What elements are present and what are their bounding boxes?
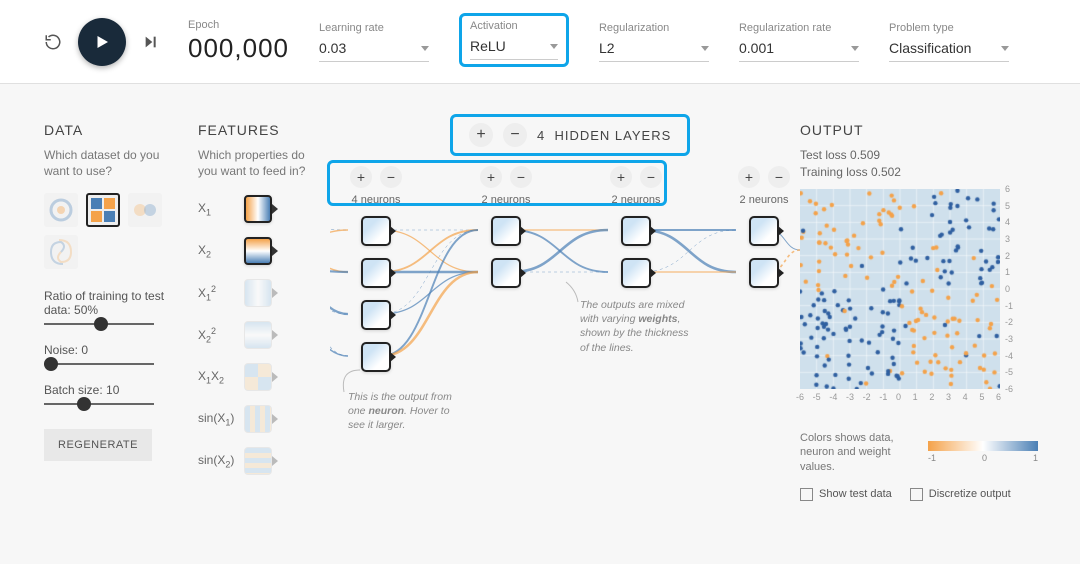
param-problem-type[interactable]: Problem type Classification: [889, 22, 1009, 62]
data-title: DATA: [44, 122, 184, 138]
slider-ratio[interactable]: Ratio of training to test data: 50%: [44, 289, 184, 325]
neuron[interactable]: [361, 300, 391, 330]
remove-neuron-button[interactable]: −: [640, 166, 662, 188]
param-activation[interactable]: Activation ReLU: [459, 13, 569, 67]
layer-col-0: +−4 neurons: [350, 166, 402, 384]
layer-col-3: +−2 neurons: [738, 166, 790, 300]
test-loss: Test loss 0.509: [800, 148, 1055, 162]
output-plot: -6-5-4-3-2-10123456 -6-5-4-3-2-10123456: [800, 189, 1020, 409]
dataset-xor[interactable]: [86, 193, 120, 227]
feature-x1[interactable]: X1: [198, 195, 316, 223]
feature-sinx2[interactable]: sin(X2): [198, 447, 316, 475]
topbar: Epoch 000,000 Learning rate 0.03 Activat…: [0, 0, 1080, 84]
legend-text: Colors shows data, neuron and weight val…: [800, 431, 910, 474]
epoch-label: Epoch: [188, 19, 289, 31]
chevron-down-icon: [701, 46, 709, 51]
layer-col-2: +−2 neurons: [610, 166, 662, 300]
param-reg-rate[interactable]: Regularization rate 0.001: [739, 22, 859, 62]
remove-neuron-button[interactable]: −: [768, 166, 790, 188]
feature-x2[interactable]: X2: [198, 237, 316, 265]
checkbox-row: Show test data Discretize output: [800, 488, 1055, 501]
remove-layer-button[interactable]: −: [503, 123, 527, 147]
color-gradient: -1 0 1: [928, 441, 1038, 463]
output-title: OUTPUT: [800, 122, 1055, 138]
epoch-display: Epoch 000,000: [188, 19, 289, 64]
checkbox-show-test[interactable]: Show test data: [800, 488, 892, 501]
neuron[interactable]: [361, 342, 391, 372]
neuron[interactable]: [749, 216, 779, 246]
data-subtitle: Which dataset do you want to use?: [44, 148, 184, 179]
neuron[interactable]: [621, 258, 651, 288]
dataset-spiral[interactable]: [44, 235, 78, 269]
neuron[interactable]: [621, 216, 651, 246]
chevron-down-icon: [1001, 46, 1009, 51]
add-neuron-button[interactable]: +: [610, 166, 632, 188]
annotation-weights: The outputs are mixed with varying weigh…: [580, 298, 690, 355]
param-regularization[interactable]: Regularization L2: [599, 22, 709, 62]
feature-x1x2[interactable]: X1X2: [198, 363, 316, 391]
panel-features: FEATURES Which properties do you want to…: [198, 122, 316, 489]
remove-neuron-button[interactable]: −: [510, 166, 532, 188]
neuron[interactable]: [491, 216, 521, 246]
checkbox-icon: [800, 488, 813, 501]
neuron[interactable]: [361, 258, 391, 288]
annotation-neuron: This is the output from one neuron. Hove…: [348, 390, 458, 433]
step-button[interactable]: [136, 27, 166, 57]
dataset-circle[interactable]: [44, 193, 78, 227]
regenerate-button[interactable]: REGENERATE: [44, 429, 152, 461]
add-neuron-button[interactable]: +: [350, 166, 372, 188]
add-neuron-button[interactable]: +: [738, 166, 760, 188]
slider-noise[interactable]: Noise: 0: [44, 343, 184, 365]
feature-sinx1[interactable]: sin(X1): [198, 405, 316, 433]
chevron-down-icon: [421, 46, 429, 51]
legend: Colors shows data, neuron and weight val…: [800, 431, 1055, 474]
checkbox-discretize[interactable]: Discretize output: [910, 488, 1011, 501]
feature-x2sq[interactable]: X22: [198, 321, 316, 349]
hidden-layers-control: + − 4 HIDDEN LAYERS: [450, 114, 690, 156]
dataset-grid: [44, 193, 184, 269]
neuron[interactable]: [361, 216, 391, 246]
dataset-gauss[interactable]: [128, 193, 162, 227]
hidden-layers-label: 4 HIDDEN LAYERS: [537, 128, 671, 143]
neuron[interactable]: [491, 258, 521, 288]
neuron[interactable]: [749, 258, 779, 288]
chevron-down-icon: [851, 46, 859, 51]
reset-button[interactable]: [38, 27, 68, 57]
param-learning-rate[interactable]: Learning rate 0.03: [319, 22, 429, 62]
epoch-value: 000,000: [188, 33, 289, 64]
features-list: X1X2X12X22X1X2sin(X1)sin(X2): [198, 195, 316, 475]
training-loss: Training loss 0.502: [800, 165, 1055, 179]
add-layer-button[interactable]: +: [469, 123, 493, 147]
checkbox-icon: [910, 488, 923, 501]
add-neuron-button[interactable]: +: [480, 166, 502, 188]
panel-data: DATA Which dataset do you want to use? R…: [44, 122, 184, 461]
features-title: FEATURES: [198, 122, 316, 138]
panel-output: OUTPUT Test loss 0.509 Training loss 0.5…: [800, 122, 1055, 501]
feature-x1sq[interactable]: X12: [198, 279, 316, 307]
slider-batch[interactable]: Batch size: 10: [44, 383, 184, 405]
remove-neuron-button[interactable]: −: [380, 166, 402, 188]
play-button[interactable]: [78, 18, 126, 66]
sliders-container: Ratio of training to test data: 50% Noise…: [44, 289, 184, 405]
chevron-down-icon: [550, 44, 558, 49]
scatter-canvas: [800, 189, 1000, 389]
layer-col-1: +−2 neurons: [480, 166, 532, 300]
features-subtitle: Which properties do you want to feed in?: [198, 148, 316, 179]
